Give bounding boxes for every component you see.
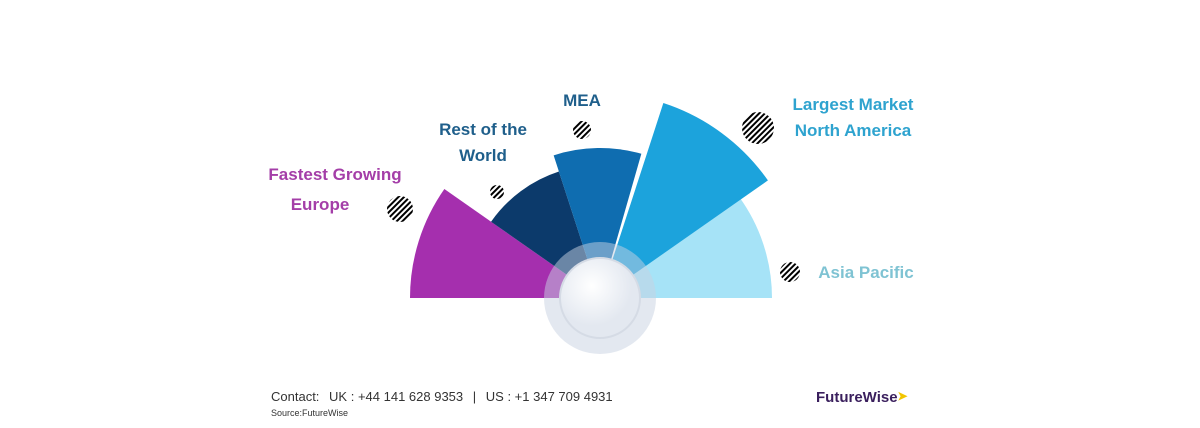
hatched-dot-rest-of-world <box>490 185 504 199</box>
label-europe: Fastest Growing Europe <box>268 165 402 214</box>
hatched-dot-mea <box>573 121 591 139</box>
center-circle <box>559 257 641 339</box>
contact-info: Contact: UK : +44 141 628 9353 | US : +1… <box>271 389 619 404</box>
hatched-dot-asia-pacific <box>780 262 800 282</box>
label-mea: MEA <box>563 91 601 110</box>
separator: | <box>472 389 477 404</box>
contact-label: Contact: <box>271 389 320 404</box>
uk-phone: UK : +44 141 628 9353 <box>329 389 464 404</box>
segment-mea <box>553 148 642 298</box>
hatched-dot-north-america <box>742 112 774 144</box>
label-asia-pacific: Asia Pacific <box>818 263 914 282</box>
label-rest-of-world: Rest of the World <box>439 120 527 165</box>
us-phone: US : +1 347 709 4931 <box>485 389 613 404</box>
futurewise-logo: FutureWise➤ <box>816 389 908 406</box>
source-text: Source:FutureWise <box>271 408 349 418</box>
hatched-dot-europe <box>387 196 413 222</box>
label-north-america: Largest Market North America <box>792 95 914 140</box>
segment-north-america <box>600 103 768 298</box>
